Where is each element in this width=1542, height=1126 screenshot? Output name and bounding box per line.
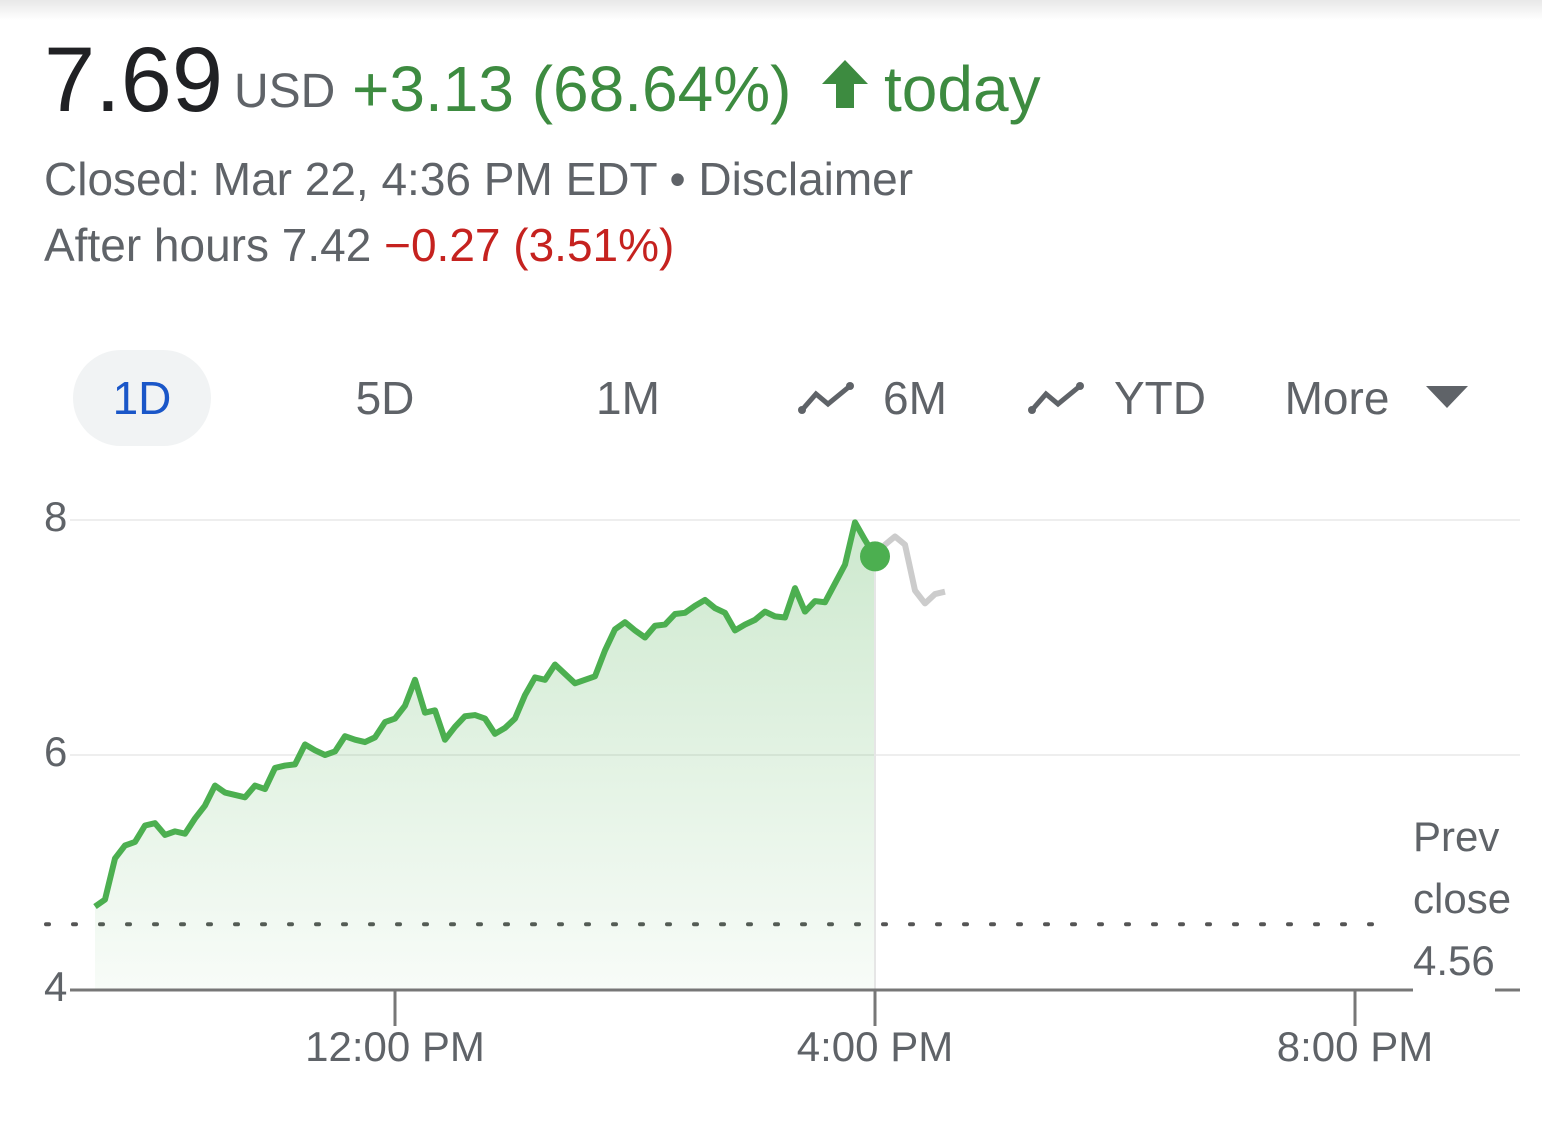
up-arrow (822, 60, 868, 108)
change: +3.13 (68.64%) (352, 53, 792, 125)
line-icon (798, 382, 854, 414)
separator: • (669, 153, 686, 205)
current-dot (860, 541, 890, 572)
tab[interactable]: 1D (73, 350, 211, 446)
tab[interactable]: 6M (883, 372, 947, 424)
tab[interactable]: More (1284, 372, 1390, 424)
tab[interactable]: YTD (1114, 372, 1206, 424)
y-tick-label: 6 (44, 728, 67, 775)
currency: USD (234, 65, 336, 118)
period: today (884, 53, 1041, 125)
y-tick-label: 4 (44, 963, 67, 1010)
price-line (93, 519, 878, 910)
dropdown-arrow (1426, 386, 1468, 408)
tab[interactable]: 5D (355, 372, 415, 424)
closed: Closed: Mar 22, 4:36 PM EDT (44, 153, 657, 205)
x-tick-label: 8:00 PM (1277, 1023, 1433, 1070)
disclaimer[interactable]: Disclaimer (698, 153, 914, 205)
prev-close-value: 4.56 (1413, 930, 1495, 992)
after-hours: After hours 7.42 (44, 219, 372, 271)
y-tick-label: 8 (44, 493, 67, 540)
x-tick-label: 12:00 PM (305, 1023, 485, 1070)
tab[interactable]: 1M (596, 372, 660, 424)
top-shade (0, 0, 1542, 20)
after-hours-line: After hours 7.42 −0.27 (3.51%) (44, 218, 674, 272)
area (95, 522, 875, 990)
price: 7.69 (44, 29, 224, 131)
prev-close-label: Prev close (1413, 806, 1533, 930)
line-icon (1028, 382, 1084, 414)
price-line (872, 533, 946, 607)
after-hours-change: −0.27 (3.51%) (384, 219, 675, 271)
status-line: Closed: Mar 22, 4:36 PM EDT • Disclaimer (44, 152, 913, 206)
x-tick-label: 4:00 PM (797, 1023, 953, 1070)
